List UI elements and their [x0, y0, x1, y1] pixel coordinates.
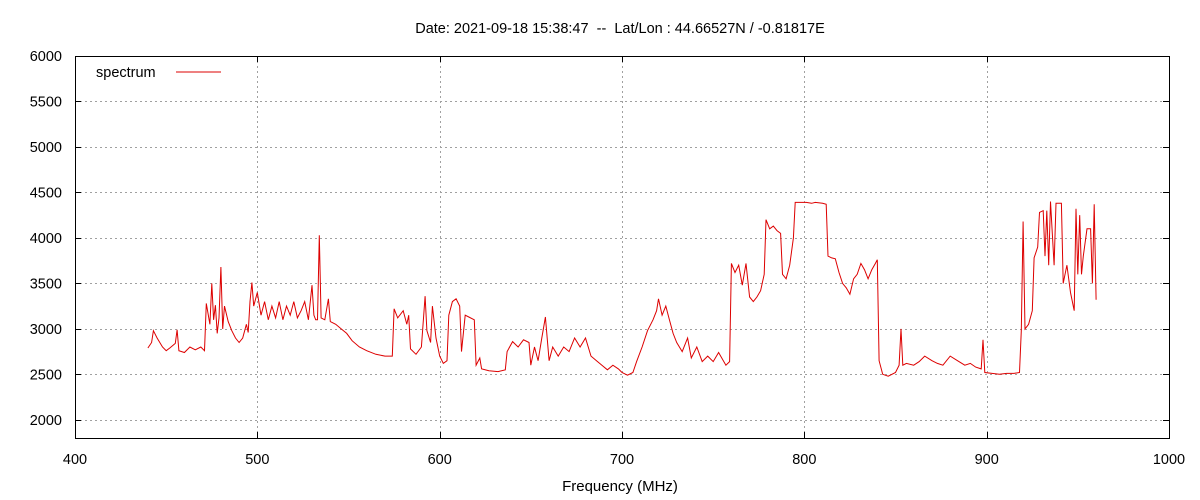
y-tick-label: 2000	[30, 413, 62, 429]
x-axis-title: Frequency (MHz)	[562, 478, 678, 495]
x-tick-label: 900	[975, 452, 999, 468]
grid-lines	[75, 56, 1169, 438]
series-line-spectrum	[147, 201, 1097, 377]
legend-label: spectrum	[96, 65, 156, 81]
series-layer	[147, 201, 1097, 377]
y-tick-label: 4500	[30, 185, 62, 201]
y-tick-label: 6000	[30, 49, 62, 65]
y-tick-label: 5500	[30, 94, 62, 110]
x-tick-label: 600	[428, 452, 452, 468]
x-tick-label: 500	[245, 452, 269, 468]
x-tick-label: 1000	[1153, 452, 1185, 468]
tick-labels: 400 500 600 700 800 900 1000 2000 2500 3000 3500 40…	[30, 49, 1185, 468]
y-tick-label: 5000	[30, 140, 62, 156]
y-tick-label: 3500	[30, 276, 62, 292]
y-tick-label: 2500	[30, 367, 62, 383]
x-tick-label: 400	[63, 452, 87, 468]
y-tick-label: 3000	[30, 322, 62, 338]
chart-title: Date: 2021-09-18 15:38:47 -- Lat/Lon : 4…	[415, 21, 825, 37]
plot-frame	[75, 56, 1170, 439]
x-tick-label: 800	[792, 452, 816, 468]
y-tick-label: 4000	[30, 231, 62, 247]
x-tick-label: 700	[610, 452, 634, 468]
legend: spectrum	[96, 65, 221, 81]
